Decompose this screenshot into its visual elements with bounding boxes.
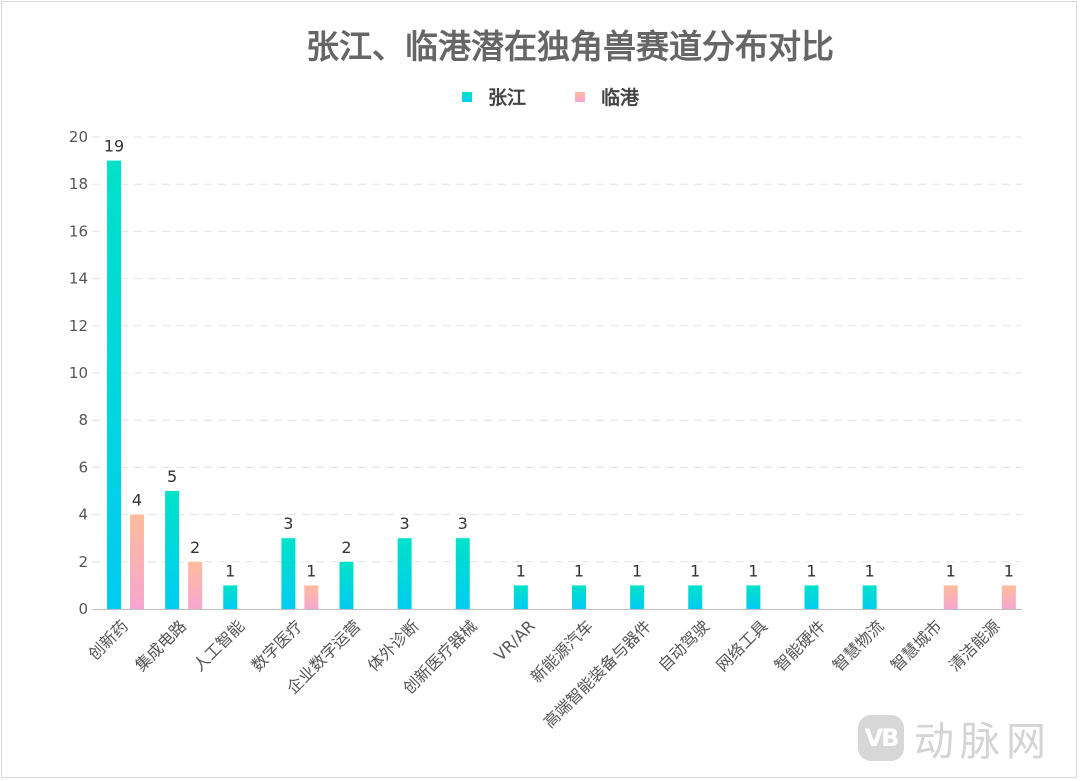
bar-lingang [1001,585,1016,609]
data-label: 2 [341,538,351,557]
x-tick-label: 智慧物流 [829,616,888,675]
x-tick-label: 人工智能 [189,616,248,675]
bar-zhangjiang [397,538,412,609]
y-tick-label: 0 [78,600,88,618]
x-tick-label: 自动驾驶 [654,616,713,675]
x-tick-label: VR/AR [490,616,538,664]
bar-zhangjiang [339,561,354,609]
y-tick-label: 18 [69,175,88,193]
bar-zhangjiang [107,160,121,609]
bar-zhangjiang [572,585,586,609]
y-tick-label: 6 [78,458,88,476]
data-label: 1 [225,561,235,580]
data-label: 1 [806,561,816,580]
bar-lingang [130,514,144,609]
data-label: 1 [748,561,758,580]
legend-swatch-2 [575,92,585,102]
x-tick-label: 网络工具 [713,616,772,675]
data-label: 1 [632,561,642,580]
bar-zhangjiang [862,585,877,609]
bar-zhangjiang [630,585,645,609]
y-tick-label: 14 [69,270,88,288]
data-label: 5 [167,467,177,486]
data-label: 1 [690,561,700,580]
bar-zhangjiang [688,585,703,609]
data-label: 1 [516,561,526,580]
data-label: 3 [400,514,410,533]
x-tick-label: 智能硬件 [771,616,830,675]
data-label: 1 [306,561,316,580]
y-tick-label: 20 [69,128,88,146]
data-label: 4 [132,491,142,510]
x-tick-label: 体外诊断 [364,616,423,675]
bar-lingang [943,585,958,609]
bar-lingang [304,585,319,609]
watermark-brand: 动脉网 [914,719,1052,765]
watermark: VB 动脉网 [858,711,1052,765]
y-tick-label: 10 [69,364,88,382]
legend-swatch-1 [462,92,472,102]
x-tick-label: 智慧城市 [887,616,946,675]
x-tick-label: 集成电路 [131,616,190,675]
bar-zhangjiang [455,538,470,609]
data-label: 2 [190,538,200,557]
bar-zhangjiang [281,538,296,609]
y-tick-label: 16 [69,222,88,240]
legend-label-2: 临港 [601,86,640,109]
bar-lingang [188,561,203,609]
bar-zhangjiang [165,491,180,609]
data-label: 1 [865,561,875,580]
chart-title: 张江、临港潜在独角兽赛道分布对比 [306,27,834,66]
bar-zhangjiang [804,585,819,609]
x-tick-label: 创新药 [85,616,132,663]
x-tick-label: 清洁能源 [945,616,1004,675]
y-tick-label: 12 [69,317,88,335]
bar-zhangjiang [223,585,238,609]
data-label: 1 [1004,561,1014,580]
y-tick-label: 2 [78,553,88,571]
legend-label-1: 张江 [488,87,526,109]
watermark-logo: VB [858,715,904,761]
y-tick-label: 4 [78,506,88,524]
y-tick-label: 8 [78,411,88,429]
data-label: 3 [458,514,468,533]
data-label: 1 [946,561,956,580]
bar-zhangjiang [513,585,528,609]
data-label: 3 [283,514,293,533]
data-label: 19 [104,137,124,156]
data-label: 1 [574,561,584,580]
x-tick-label: 高端智能装备与器件 [540,616,655,731]
x-tick-label: 数字医疗 [248,616,307,675]
bar-zhangjiang [746,585,761,609]
